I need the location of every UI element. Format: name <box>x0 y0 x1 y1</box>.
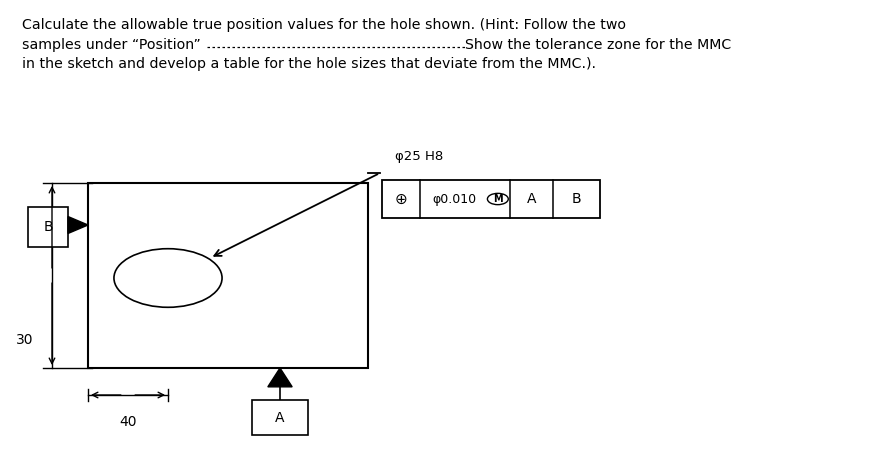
Circle shape <box>114 249 222 307</box>
Text: in the sketch and develop a table for the hole sizes that deviate from the MMC.): in the sketch and develop a table for th… <box>22 57 596 71</box>
Text: φ25 H8: φ25 H8 <box>395 150 443 163</box>
Bar <box>382 180 600 218</box>
Text: A: A <box>275 411 285 424</box>
Bar <box>252 400 308 435</box>
Text: B: B <box>43 220 53 234</box>
Text: ⊕: ⊕ <box>395 192 408 206</box>
Polygon shape <box>68 217 88 234</box>
Text: 30: 30 <box>16 333 33 347</box>
Text: Calculate the allowable true position values for the hole shown. (Hint: Follow t: Calculate the allowable true position va… <box>22 18 626 32</box>
Text: 40: 40 <box>119 415 136 429</box>
Bar <box>88 183 368 368</box>
Text: Show the tolerance zone for the MMC: Show the tolerance zone for the MMC <box>465 38 731 52</box>
Text: B: B <box>572 192 581 206</box>
Text: A: A <box>527 192 536 206</box>
Text: samples under “Position”: samples under “Position” <box>22 38 201 52</box>
Text: M: M <box>493 194 502 204</box>
Text: φ0.010: φ0.010 <box>433 193 476 205</box>
Bar <box>28 207 68 247</box>
Circle shape <box>488 194 508 205</box>
Polygon shape <box>268 368 292 387</box>
